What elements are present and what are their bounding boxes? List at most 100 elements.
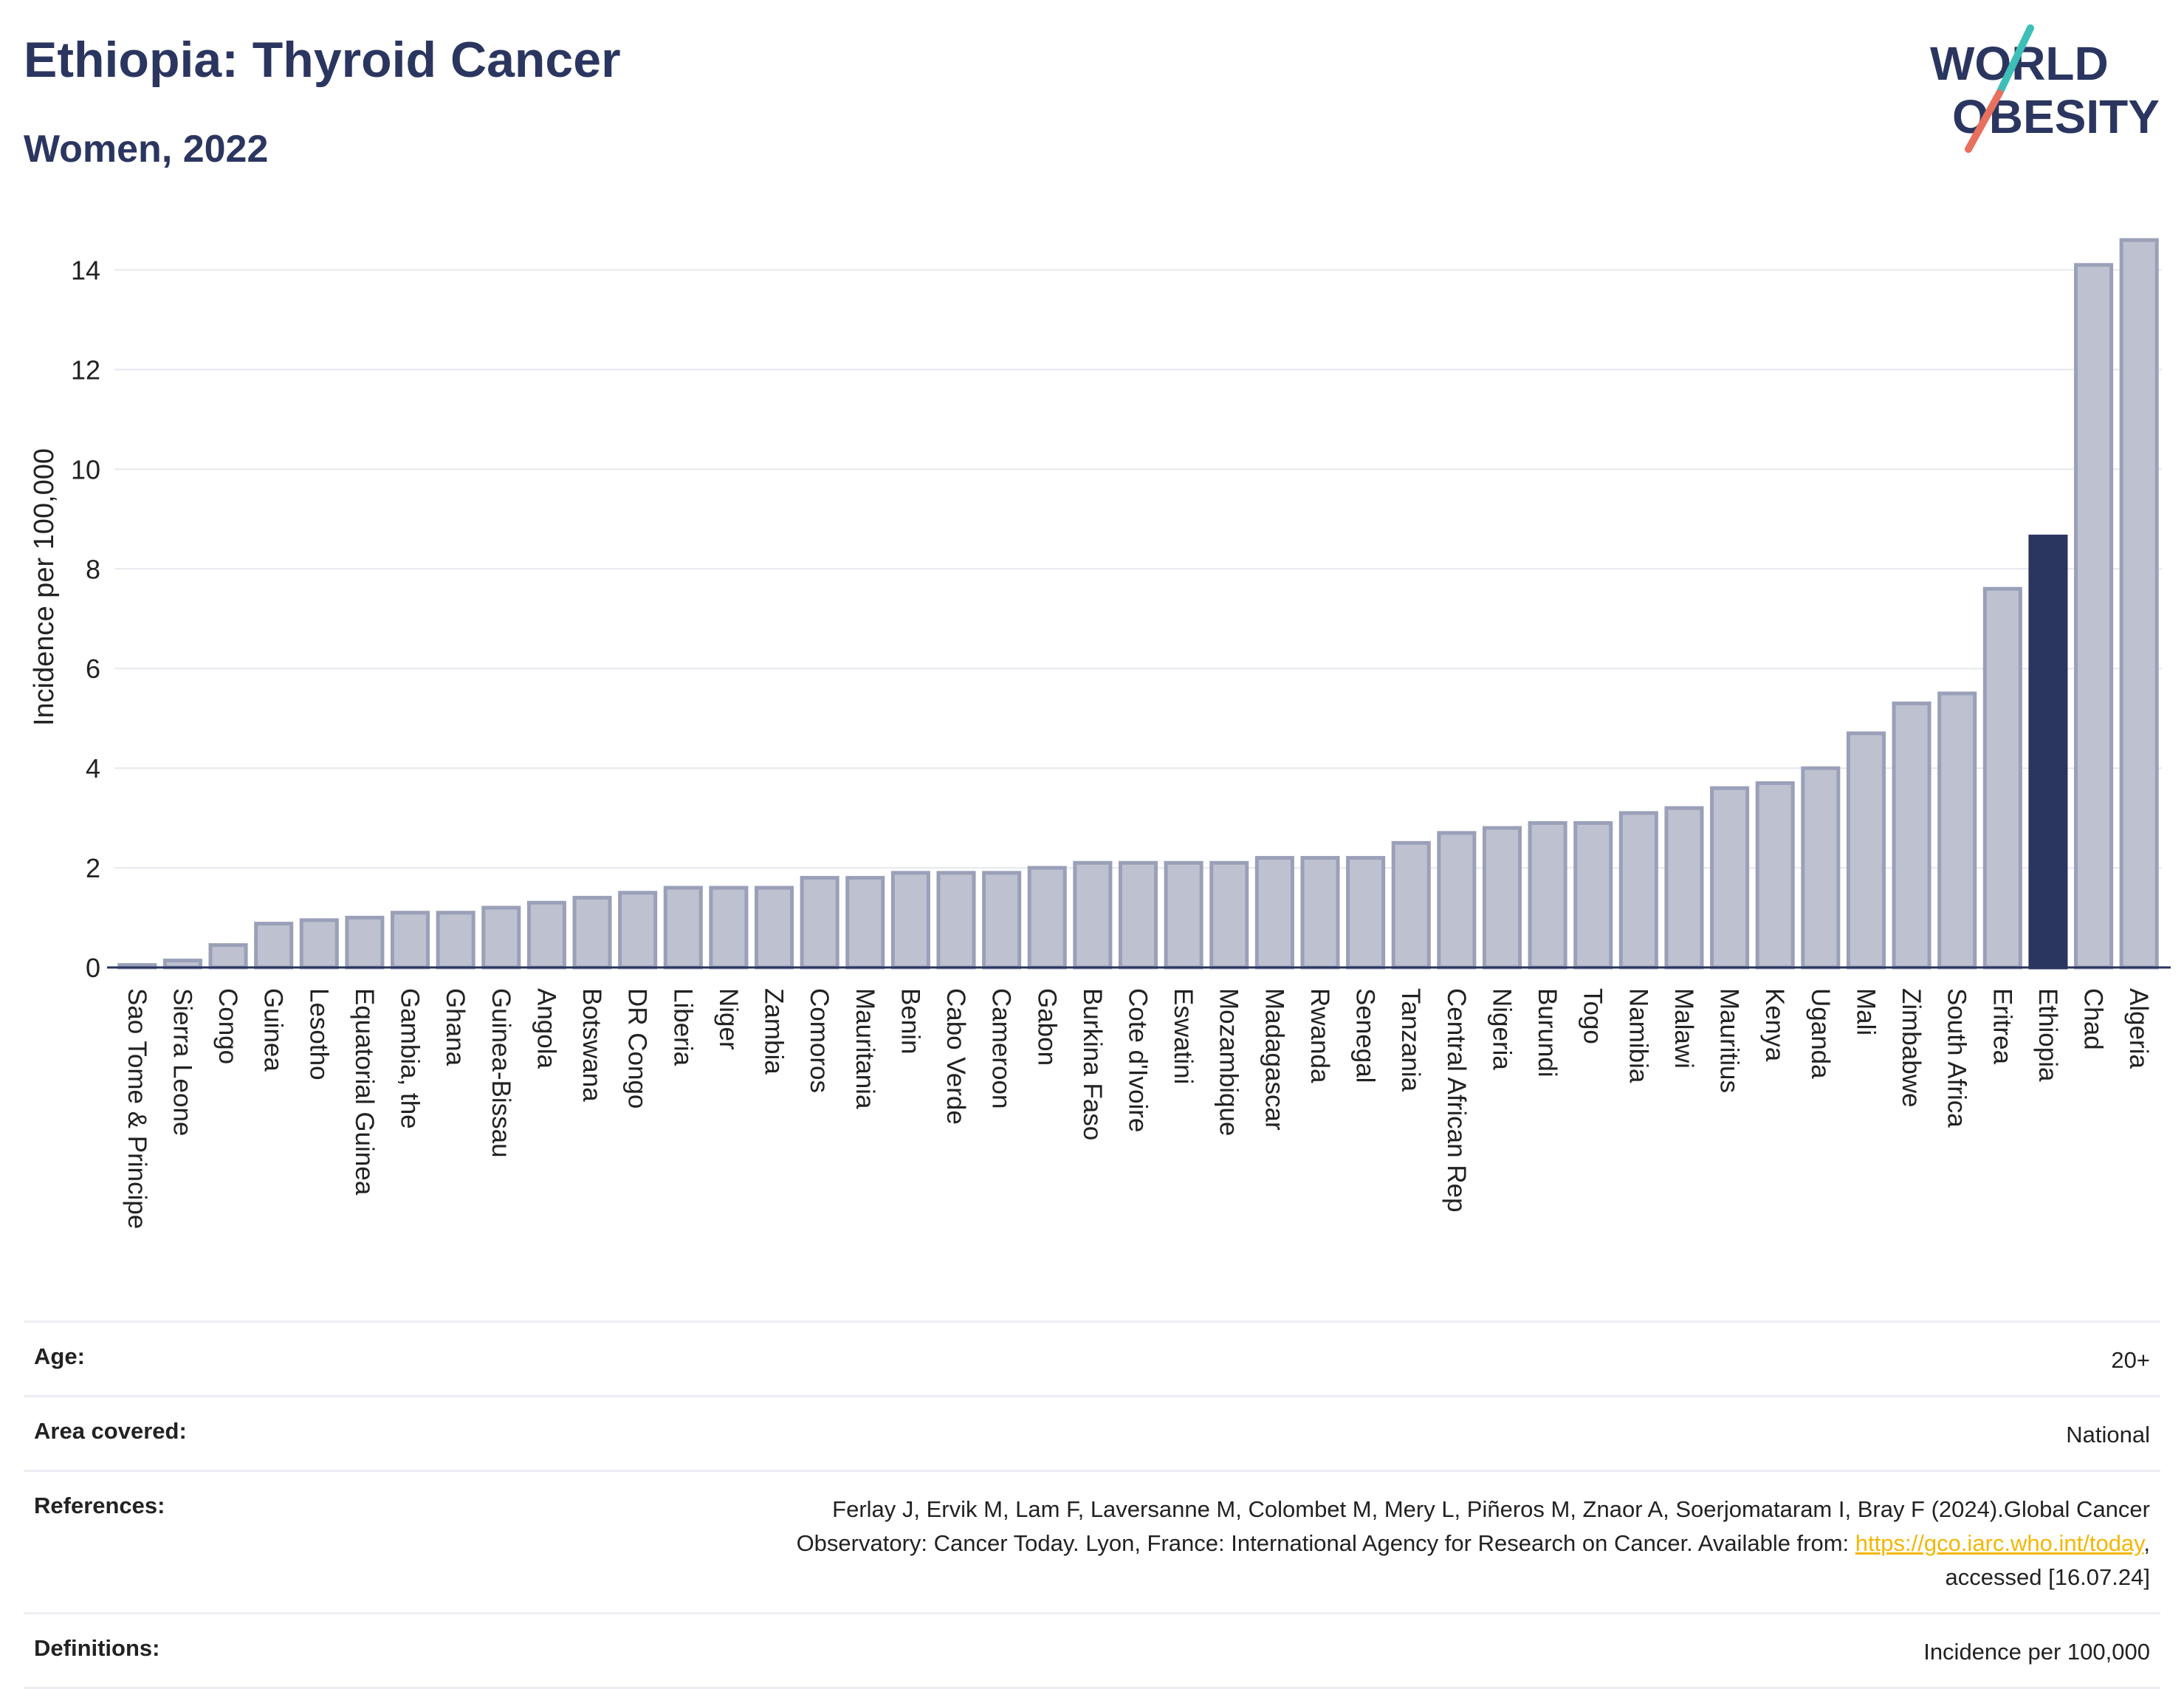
x-tick-label: Eswatini	[1169, 988, 1198, 1084]
y-tick-label: 8	[86, 554, 100, 584]
bar	[1528, 820, 1567, 970]
meta-row-area: Area covered: National	[24, 1395, 2160, 1470]
x-tick-label: Namibia	[1624, 988, 1652, 1083]
page-subtitle: Women, 2022	[24, 128, 269, 171]
age-label: Age:	[34, 1343, 85, 1369]
bar	[2074, 263, 2114, 970]
meta-row-references: References: Ferlay J, Ervik M, Lam F, La…	[24, 1470, 2160, 1612]
x-tick-label: Mauritius	[1715, 988, 1744, 1093]
logo-slash-teal	[1996, 24, 2034, 97]
bar	[299, 918, 339, 970]
meta-row-age: Age: 20+	[24, 1320, 2160, 1395]
x-tick-label: Cameroon	[987, 988, 1016, 1109]
x-tick-label: Burundi	[1533, 988, 1562, 1078]
x-axis-tick-labels: Sao Tome & Principe Sierra Leone Congo Guin…	[123, 988, 2153, 1229]
references-line3: accessed [16.07.24]	[1945, 1564, 2150, 1590]
bar	[1437, 831, 1477, 970]
x-tick-label: Guinea	[259, 988, 288, 1072]
references-link[interactable]: https://gco.iarc.who.int/today	[1855, 1530, 2144, 1556]
bar	[1391, 840, 1431, 970]
x-tick-label: South Africa	[1943, 988, 1971, 1128]
page-title: Ethiopia: Thyroid Cancer	[24, 32, 621, 88]
x-tick-label: Niger	[714, 988, 743, 1050]
bar-highlight	[2028, 534, 2068, 970]
x-tick-label: Uganda	[1806, 988, 1835, 1079]
x-tick-label: Zimbabwe	[1897, 988, 1926, 1107]
bar	[1300, 856, 1340, 970]
x-tick-label: Rwanda	[1305, 988, 1334, 1083]
references-line2: Observatory: Cancer Today. Lyon, France:…	[796, 1530, 1855, 1556]
x-tick-label: Zambia	[760, 988, 789, 1075]
bar	[1892, 701, 1931, 970]
y-tick-label: 2	[86, 853, 100, 883]
bar	[1573, 820, 1613, 970]
meta-row-definitions: Definitions: Incidence per 100,000	[24, 1612, 2160, 1689]
x-tick-label: Chad	[2079, 988, 2108, 1050]
y-tick-label: 4	[86, 753, 100, 784]
bar	[572, 896, 612, 970]
bar	[1710, 786, 1750, 970]
bar	[1982, 586, 2022, 970]
bar	[936, 871, 976, 970]
bar	[345, 916, 385, 970]
y-tick-label: 6	[86, 654, 100, 684]
bar	[254, 922, 294, 970]
bar	[1073, 860, 1113, 970]
bar	[1027, 866, 1067, 970]
y-tick-label: 10	[71, 454, 100, 484]
bar	[391, 911, 430, 970]
x-tick-label: Liberia	[668, 988, 697, 1066]
bar	[982, 871, 1022, 970]
bar	[800, 876, 839, 970]
bar	[2119, 238, 2159, 970]
y-tick-label: 14	[71, 255, 100, 285]
x-tick-label: Central African Rep	[1442, 988, 1471, 1212]
x-tick-label: Sierra Leone	[168, 988, 196, 1136]
bar	[1164, 860, 1203, 970]
x-tick-label: Congo	[213, 988, 242, 1064]
bar	[481, 905, 521, 970]
bar	[754, 885, 794, 970]
x-tick-label: DR Congo	[623, 988, 652, 1109]
x-tick-label: Senegal	[1351, 988, 1380, 1083]
bar	[1755, 781, 1795, 970]
x-tick-label: Malawi	[1669, 988, 1698, 1069]
x-tick-label: Nigeria	[1487, 988, 1516, 1070]
references-line2-end: ,	[2143, 1530, 2150, 1556]
x-tick-label: Ghana	[441, 988, 470, 1066]
y-tick-label: 0	[86, 953, 100, 983]
bar	[526, 900, 566, 970]
bar	[845, 876, 885, 970]
world-obesity-logo: WORLD OBESITY	[1930, 24, 2160, 153]
bar	[890, 871, 930, 970]
x-tick-label: Mozambique	[1215, 988, 1243, 1136]
x-tick-label: Equatorial Guinea	[350, 988, 379, 1196]
x-tick-label: Benin	[896, 988, 924, 1055]
bar	[1209, 860, 1249, 970]
bar	[208, 943, 248, 970]
area-label: Area covered:	[34, 1418, 187, 1444]
x-tick-label: Madagascar	[1260, 988, 1288, 1131]
x-tick-label: Cote d'Ivoire	[1124, 988, 1153, 1132]
x-tick-label: Eritrea	[1988, 988, 2016, 1065]
x-tick-label: Algeria	[2124, 988, 2153, 1069]
x-tick-label: Angola	[532, 988, 560, 1069]
y-tick-label: 12	[71, 354, 100, 385]
y-axis-label: Incidence per 100,000	[29, 448, 60, 726]
logo-slash-coral	[1965, 89, 2003, 153]
x-tick-label: Mali	[1851, 988, 1880, 1035]
x-tick-label: Sao Tome & Principe	[123, 988, 151, 1229]
x-tick-label: Ethiopia	[2033, 988, 2062, 1082]
x-tick-label: Botswana	[577, 988, 606, 1102]
bar	[1346, 856, 1386, 970]
bar-chart: 0 2 4 6 8 10 12 14 Sao Tome & Principe Sierra Le…	[29, 238, 2171, 1229]
x-tick-label: Mauritania	[851, 988, 879, 1109]
bar	[1254, 856, 1294, 970]
bar	[436, 911, 475, 970]
area-value: National	[2066, 1422, 2150, 1448]
x-tick-label: Gabon	[1032, 988, 1061, 1066]
bar	[1937, 691, 1977, 970]
age-value: 20+	[2111, 1347, 2150, 1373]
bar	[663, 885, 703, 970]
references-line1: Ferlay J, Ervik M, Lam F, Laversanne M, …	[832, 1496, 2150, 1522]
